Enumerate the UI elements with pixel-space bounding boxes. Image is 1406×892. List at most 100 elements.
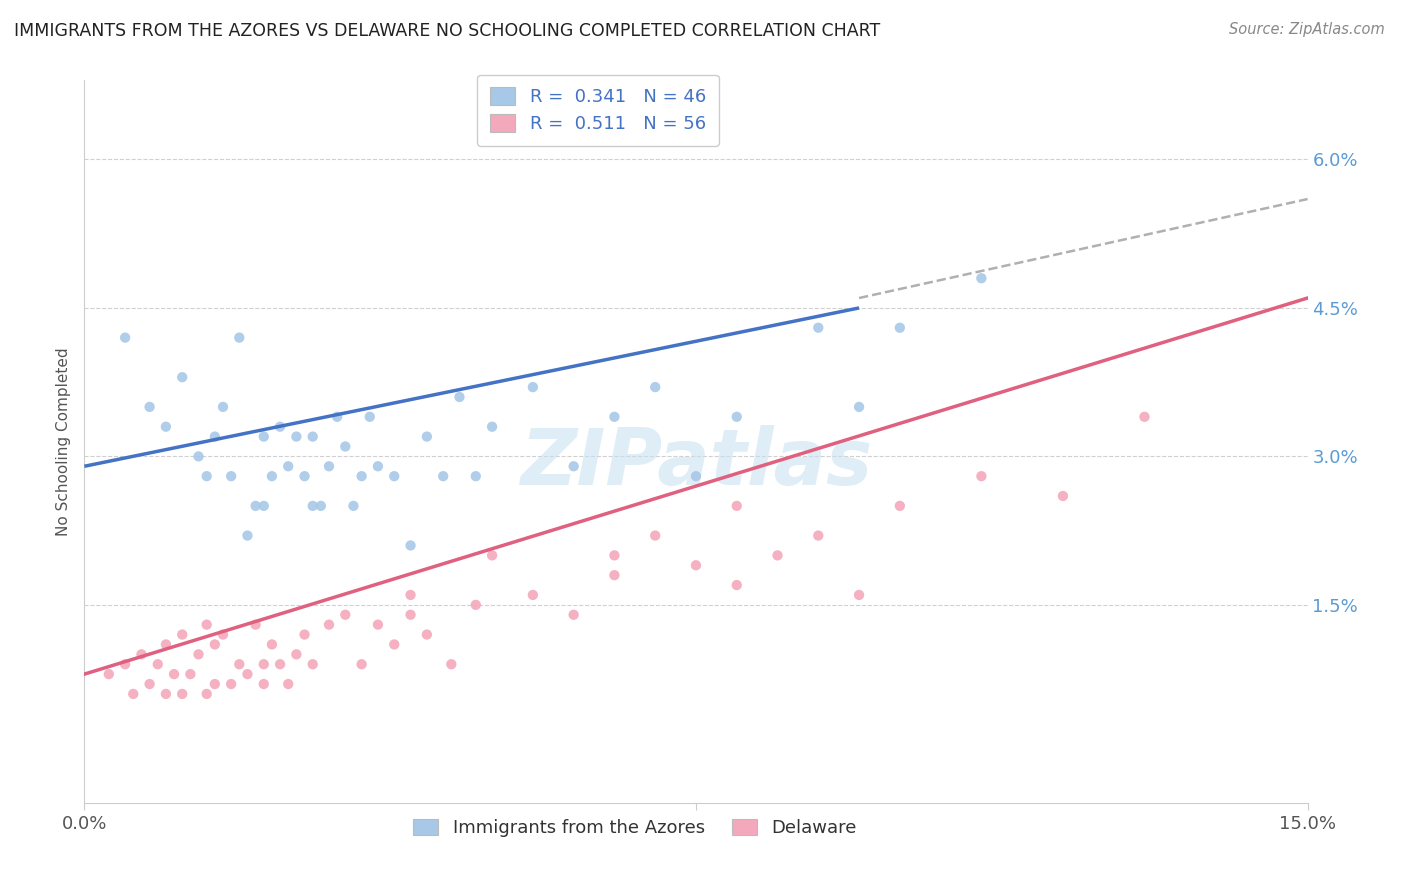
Point <box>382 637 405 651</box>
Point <box>253 677 276 691</box>
Point <box>970 469 993 483</box>
Point <box>889 499 911 513</box>
Point <box>212 627 235 641</box>
Point <box>294 627 316 641</box>
Point <box>114 657 136 672</box>
Point <box>725 409 748 424</box>
Point <box>219 677 242 691</box>
Point <box>253 429 276 443</box>
Point <box>481 419 503 434</box>
Point <box>603 409 626 424</box>
Point <box>766 549 789 563</box>
Point <box>367 617 389 632</box>
Point <box>562 459 585 474</box>
Point <box>260 637 283 651</box>
Point <box>172 627 194 641</box>
Point <box>807 320 830 334</box>
Point <box>432 469 454 483</box>
Point <box>301 429 323 443</box>
Point <box>122 687 145 701</box>
Point <box>155 637 177 651</box>
Point <box>644 380 666 394</box>
Point <box>889 320 911 334</box>
Text: IMMIGRANTS FROM THE AZORES VS DELAWARE NO SCHOOLING COMPLETED CORRELATION CHART: IMMIGRANTS FROM THE AZORES VS DELAWARE N… <box>14 22 880 40</box>
Point <box>301 499 323 513</box>
Point <box>260 469 283 483</box>
Point <box>464 469 486 483</box>
Point <box>399 588 422 602</box>
Point <box>253 657 276 672</box>
Text: Source: ZipAtlas.com: Source: ZipAtlas.com <box>1229 22 1385 37</box>
Text: ZIPatlas: ZIPatlas <box>520 425 872 501</box>
Point <box>195 687 218 701</box>
Point <box>562 607 585 622</box>
Point <box>350 657 373 672</box>
Point <box>212 400 235 414</box>
Point <box>97 667 120 681</box>
Point <box>309 499 332 513</box>
Point <box>277 459 299 474</box>
Point <box>481 549 503 563</box>
Point <box>848 400 870 414</box>
Point <box>359 409 381 424</box>
Point <box>155 687 177 701</box>
Point <box>269 657 291 672</box>
Point <box>146 657 169 672</box>
Point <box>187 648 209 662</box>
Point <box>172 370 194 384</box>
Point <box>131 648 153 662</box>
Point <box>685 469 707 483</box>
Legend: Immigrants from the Azores, Delaware: Immigrants from the Azores, Delaware <box>405 812 865 845</box>
Point <box>163 667 186 681</box>
Point <box>342 499 364 513</box>
Point <box>522 588 544 602</box>
Point <box>172 687 194 701</box>
Point <box>236 667 259 681</box>
Point <box>335 440 357 454</box>
Point <box>219 469 242 483</box>
Point <box>522 380 544 394</box>
Point <box>382 469 405 483</box>
Point <box>236 528 259 542</box>
Point <box>285 429 308 443</box>
Point <box>179 667 201 681</box>
Point <box>187 450 209 464</box>
Point <box>155 419 177 434</box>
Point <box>464 598 486 612</box>
Point <box>285 648 308 662</box>
Point <box>399 607 422 622</box>
Point <box>350 469 373 483</box>
Point <box>603 549 626 563</box>
Point <box>970 271 993 285</box>
Point <box>228 657 250 672</box>
Point <box>1133 409 1156 424</box>
Point <box>138 677 160 691</box>
Point <box>245 617 267 632</box>
Point <box>195 469 218 483</box>
Point <box>277 677 299 691</box>
Point <box>449 390 471 404</box>
Point <box>416 429 439 443</box>
Point <box>195 617 218 632</box>
Point <box>228 330 250 344</box>
Point <box>440 657 463 672</box>
Point <box>725 578 748 592</box>
Point <box>318 617 340 632</box>
Point <box>204 637 226 651</box>
Point <box>114 330 136 344</box>
Point <box>253 499 276 513</box>
Y-axis label: No Schooling Completed: No Schooling Completed <box>56 347 72 536</box>
Point <box>848 588 870 602</box>
Point <box>1052 489 1074 503</box>
Point <box>335 607 357 622</box>
Point <box>603 568 626 582</box>
Point <box>399 539 422 553</box>
Point <box>326 409 349 424</box>
Point <box>318 459 340 474</box>
Point <box>294 469 316 483</box>
Point <box>685 558 707 573</box>
Point <box>245 499 267 513</box>
Point <box>269 419 291 434</box>
Point <box>367 459 389 474</box>
Point <box>416 627 439 641</box>
